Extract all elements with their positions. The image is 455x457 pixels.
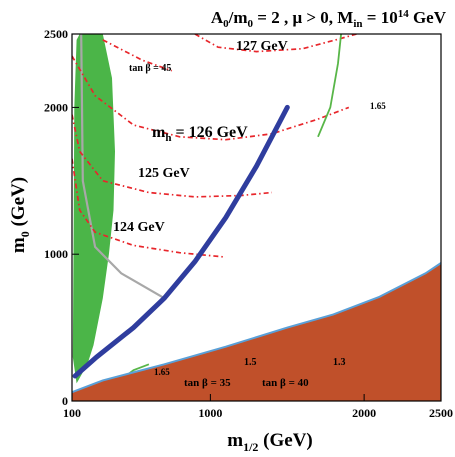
bsmumu-label-right: 1.3 [333, 357, 346, 368]
bsmumu-label-top: 1.65 [370, 101, 386, 111]
bsmumu-label-mid: 1.5 [244, 357, 257, 368]
tanbeta-curve-0 [80, 34, 165, 300]
annotation-layer: 124 GeV 125 GeV mh = 126 GeV 127 GeV tan β =… [113, 39, 386, 389]
higgs-contour-2 [72, 55, 350, 141]
x-tick-label: 2000 [352, 406, 376, 420]
x-axis-title: m1/2 (GeV) [227, 430, 313, 454]
y-tick-label: 2500 [44, 27, 68, 41]
plot-frame [71, 33, 442, 402]
y-tick-label: 1000 [44, 247, 68, 261]
y-tick-label: 0 [62, 394, 68, 408]
dark-matter-strip [72, 104, 290, 379]
bsmumu-contour-0 [317, 34, 342, 138]
plot-area [72, 34, 441, 401]
x-tick-label: 100 [63, 406, 81, 420]
excluded-region [72, 263, 441, 401]
tanbeta-label-35: tan β = 35 [184, 377, 231, 389]
higgs-label-126: mh = 126 GeV [152, 124, 248, 144]
y-axis-title: m0 (GeV) [8, 177, 32, 253]
chargino-boundary [72, 262, 441, 394]
y-tick-label: 2000 [44, 100, 68, 114]
tanbeta-label-45: tan β = 45 [129, 63, 171, 74]
higgs-label-124: 124 GeV [113, 220, 165, 235]
bsmumu-label-left: 1.65 [154, 367, 170, 377]
higgs-contour-4 [102, 39, 173, 72]
higgs-contour-3 [194, 34, 357, 53]
tanbeta-label-40: tan β = 40 [262, 377, 309, 389]
axis-ticks: 100 1000 2000 2500 0 1000 2000 2500 [44, 27, 453, 420]
x-tick-label: 1000 [198, 406, 222, 420]
higgs-label-125: 125 GeV [138, 166, 190, 181]
chart-title: A0/m0 = 2 , μ > 0, Min = 1014 GeV [211, 8, 447, 30]
higgs-label-127: 127 GeV [236, 39, 288, 54]
gminus2-band [72, 34, 115, 384]
x-tick-label: 2500 [429, 406, 453, 420]
